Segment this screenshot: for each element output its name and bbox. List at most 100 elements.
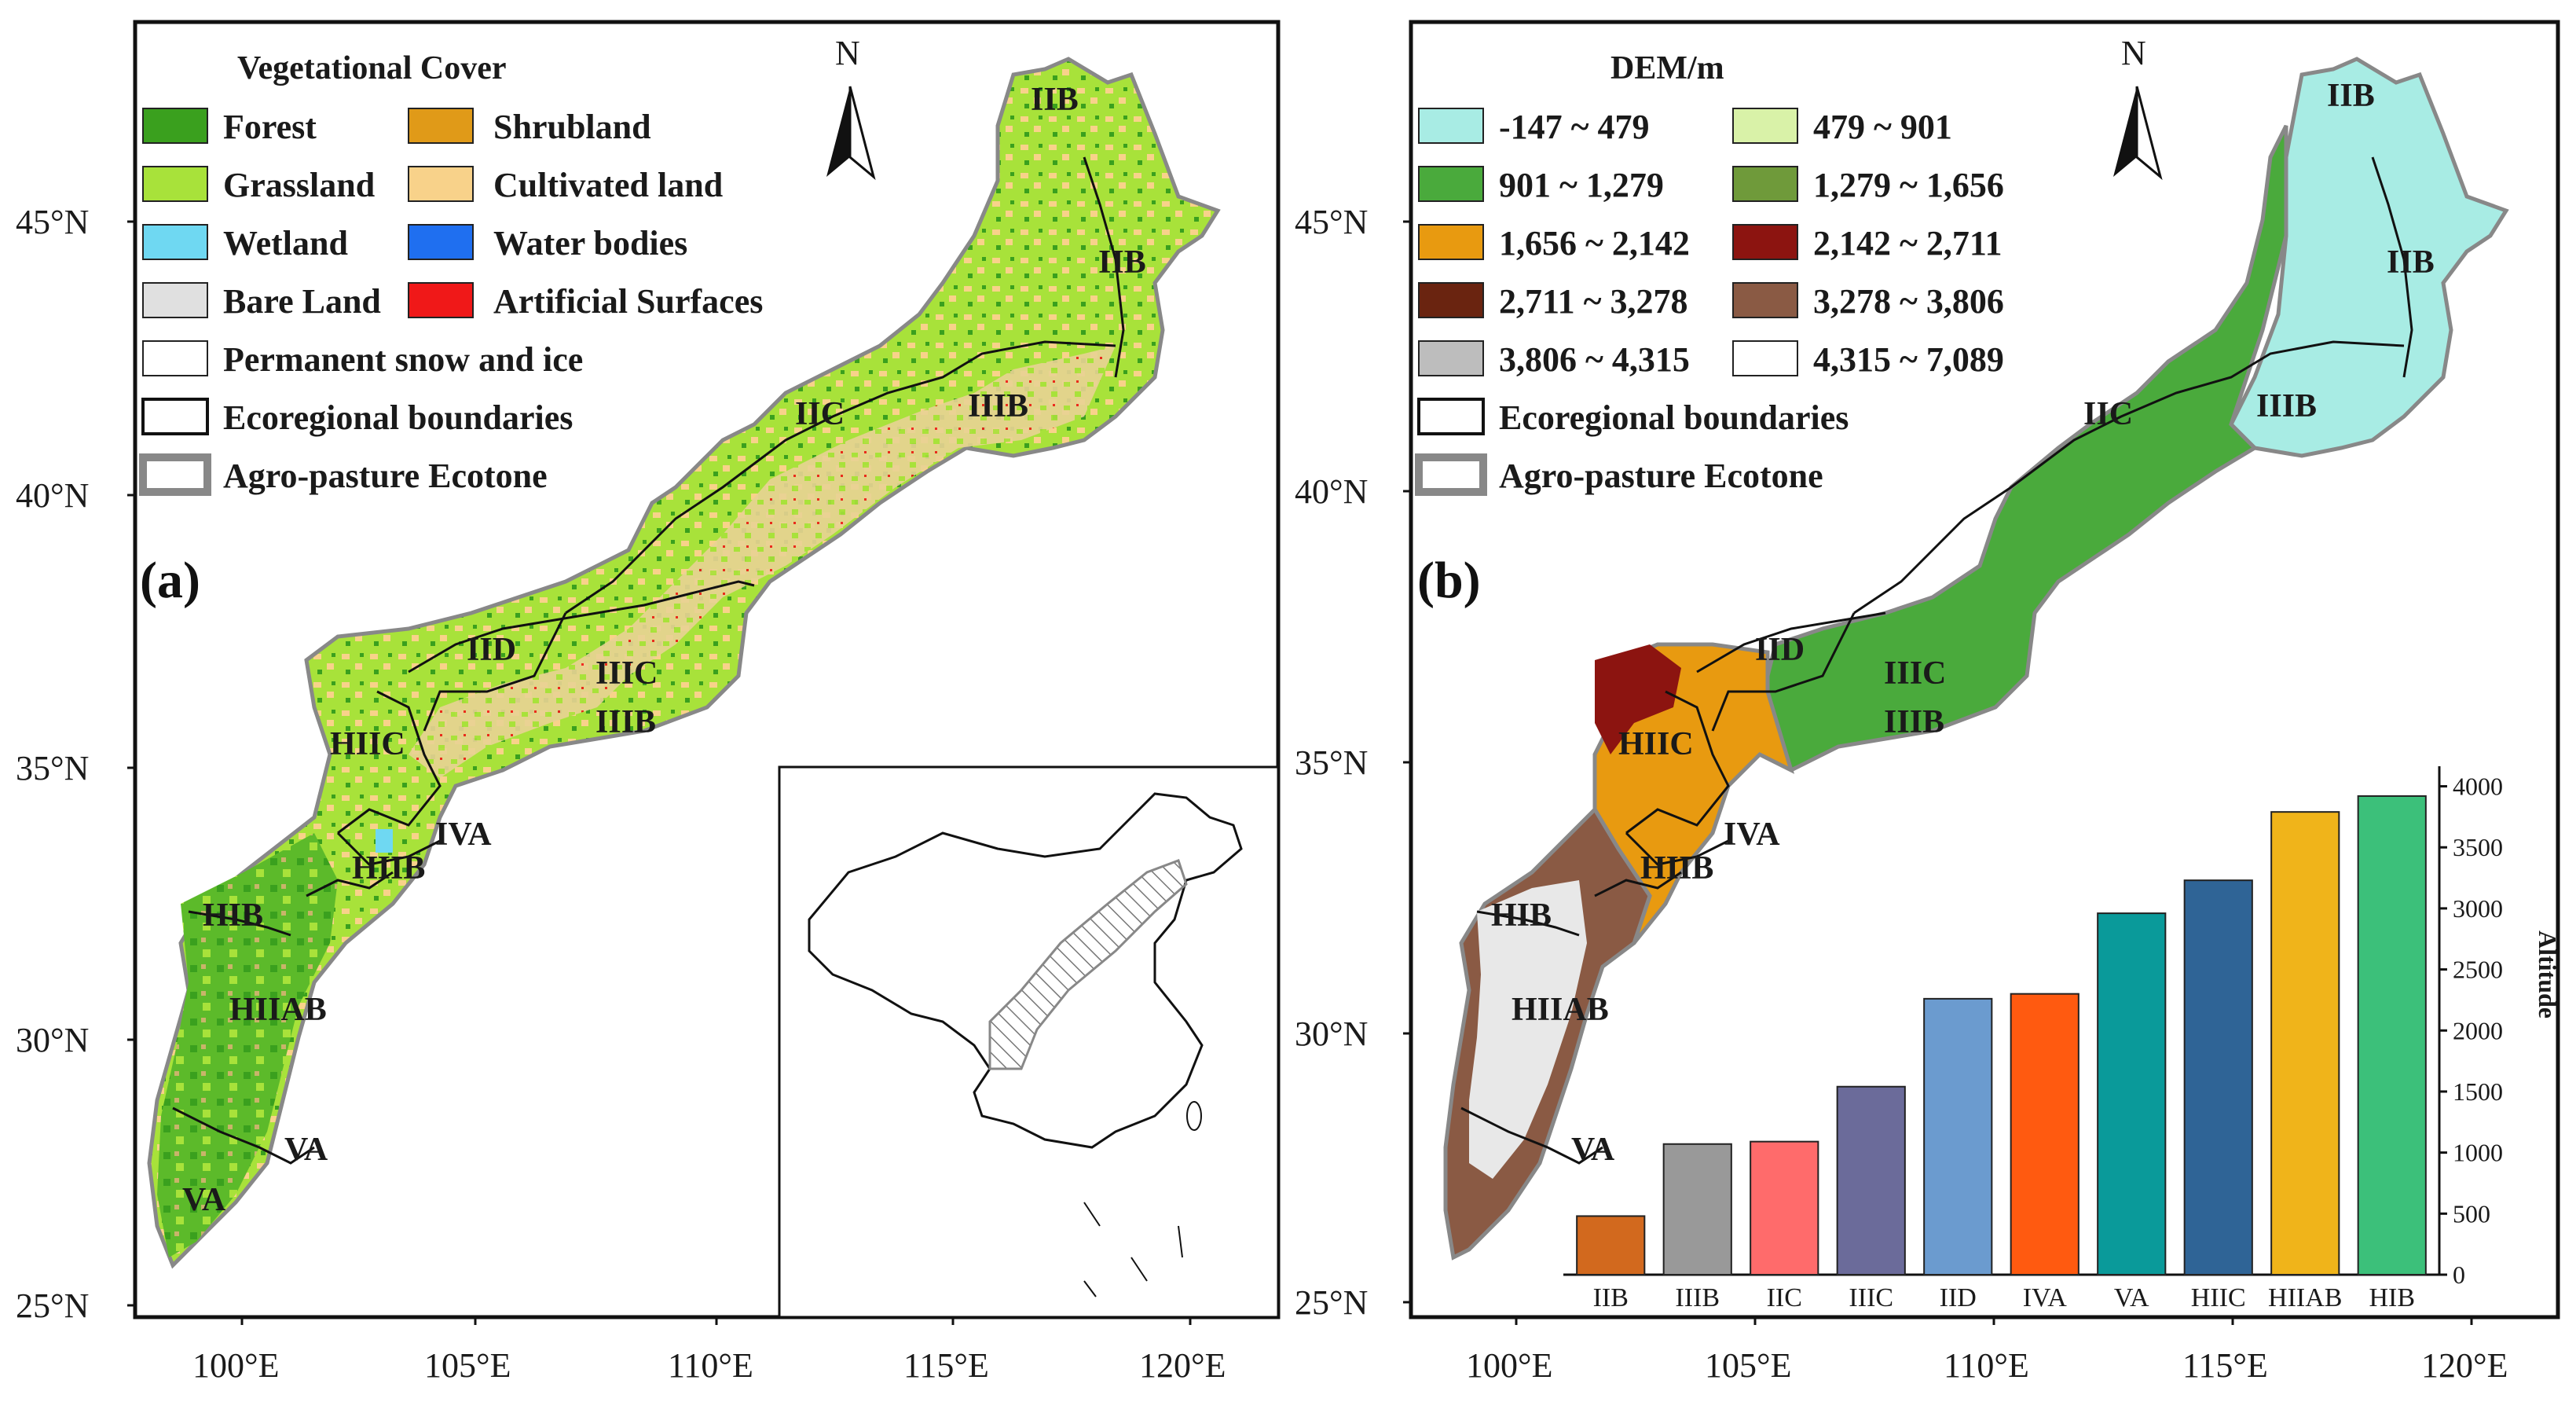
- legend-swatch: [408, 108, 474, 144]
- region-label: IIB: [1098, 244, 1146, 281]
- wetland-patch-a: [376, 829, 393, 853]
- lat-label: 40°N: [1295, 472, 1368, 511]
- bar-iiic: [1836, 1085, 1906, 1275]
- cultivated-belt-a: [409, 346, 1116, 778]
- bar-va: [2097, 912, 2167, 1275]
- lon-label: 120°E: [1139, 1346, 1226, 1385]
- region-label: IIC: [2083, 396, 2133, 432]
- legend-swatch: [408, 166, 474, 202]
- lon-label: 110°E: [668, 1346, 753, 1385]
- lon-label: 105°E: [1705, 1346, 1791, 1385]
- region-label: HIIB: [1640, 850, 1713, 886]
- north-arrow-icon: N: [2113, 34, 2163, 181]
- panel-label: (b): [1417, 552, 1481, 609]
- legend-item: Wetland: [142, 224, 348, 262]
- ecoregion-boundaries-b: [1460, 156, 2413, 1165]
- legend-swatch: [1732, 108, 1798, 144]
- bar-category-label: VA: [2114, 1283, 2149, 1312]
- legend-label: Wetland: [223, 224, 348, 262]
- legend-title: Vegetational Cover: [237, 50, 507, 86]
- legend-swatch: [1418, 282, 1484, 318]
- region-label: HIB: [203, 897, 263, 934]
- legend-item: 4,315 ~ 7,089: [1732, 340, 2004, 379]
- legend-label: Artificial Surfaces: [493, 282, 763, 321]
- bar-iic: [1750, 1140, 1819, 1276]
- region-label: HIIAB: [1512, 992, 1609, 1028]
- lat-axis-a: 45°N 40°N 35°N 30°N 25°N: [16, 203, 135, 1325]
- lon-label: 110°E: [1944, 1346, 2029, 1385]
- region-label: IIIB: [1884, 704, 1944, 740]
- y-tick-label: 4000: [2453, 773, 2503, 801]
- legend-label: Agro-pasture Ecotone: [223, 457, 548, 495]
- y-tick-label: 2500: [2453, 956, 2503, 984]
- lon-label: 105°E: [424, 1346, 511, 1385]
- legend-item: 2,711 ~ 3,278: [1418, 282, 1687, 321]
- lat-label: 30°N: [1295, 1015, 1368, 1053]
- region-label: IIB: [1031, 82, 1079, 118]
- region-label: VA: [182, 1182, 226, 1218]
- legend-swatch: [408, 282, 474, 318]
- region-label: IVA: [1724, 817, 1780, 853]
- region-label: HIIC: [1618, 726, 1694, 762]
- inset-ecotone: [988, 859, 1188, 1070]
- legend-item: Shrubland: [408, 108, 651, 146]
- legend-b: DEM/m -147 ~ 479 479 ~ 901 901 ~ 1,279 1…: [1415, 50, 2004, 496]
- bar-category-label: IIIB: [1675, 1283, 1720, 1312]
- region-label: HIIB: [352, 850, 425, 886]
- lon-label: 100°E: [1466, 1346, 1552, 1385]
- legend-label: Water bodies: [493, 224, 687, 262]
- bar-category-label: IIC: [1767, 1283, 1802, 1312]
- legend-label: 3,806 ~ 4,315: [1499, 340, 1690, 379]
- dem-lowland: [2228, 57, 2509, 458]
- panel-a: IIB IIB IIC IIIB IID IIIC IIIB HIIC IVA …: [16, 20, 1281, 1385]
- y-tick-label: 1500: [2453, 1077, 2503, 1106]
- lon-label: 115°E: [903, 1346, 989, 1385]
- legend-swatch: [1732, 224, 1798, 260]
- legend-swatch: [1418, 166, 1484, 202]
- lat-label: 35°N: [16, 749, 89, 787]
- region-label: IVA: [435, 817, 492, 853]
- bar-category-label: HIB: [2369, 1283, 2415, 1312]
- bar-category-label: IID: [1940, 1283, 1977, 1312]
- legend-item: Water bodies: [408, 224, 687, 262]
- legend-label: Forest: [223, 108, 317, 146]
- legend-swatch: [408, 224, 474, 260]
- bar-category-label: IIIC: [1849, 1283, 1893, 1312]
- legend-swatch: [142, 224, 208, 260]
- region-label: IIB: [2327, 78, 2375, 114]
- legend-item: Cultivated land: [408, 166, 723, 204]
- legend-swatch: [1418, 340, 1484, 376]
- vegetation-map: IIB IIB IIC IIIB IID IIIC IIIB HIIC IVA …: [147, 57, 1221, 1269]
- region-label: IIIB: [595, 704, 656, 740]
- region-label: IIIC: [1884, 655, 1946, 692]
- legend-a: Vegetational Cover Forest Shrubland Gras…: [139, 50, 763, 496]
- north-arrow-icon: N: [826, 34, 876, 181]
- y-tick-label: 500: [2453, 1199, 2490, 1228]
- bar-hib: [2357, 795, 2427, 1275]
- legend-item: 2,142 ~ 2,711: [1732, 224, 2002, 262]
- region-label: VA: [284, 1132, 328, 1168]
- legend-item: 1,656 ~ 2,142: [1418, 224, 1690, 262]
- legend-item-boundary: Ecoregional boundaries: [141, 398, 573, 437]
- dem-snow: [1469, 880, 1587, 1179]
- legend-item: Bare Land: [142, 282, 381, 321]
- y-tick-label: 3000: [2453, 894, 2503, 923]
- bar-hiic: [2183, 879, 2253, 1276]
- y-tick-label: 2000: [2453, 1016, 2503, 1044]
- y-tick-label: 3500: [2453, 833, 2503, 861]
- bar-category-label: HIIC: [2191, 1283, 2246, 1312]
- legend-swatch: [1417, 398, 1485, 435]
- lat-label: 25°N: [16, 1286, 89, 1325]
- y-tick-label: 1000: [2453, 1139, 2503, 1167]
- lat-label: 45°N: [1295, 203, 1368, 241]
- region-label: IIIB: [968, 388, 1028, 424]
- legend-label: 3,278 ~ 3,806: [1813, 282, 2004, 321]
- legend-swatch: [142, 282, 208, 318]
- region-label: IIIC: [595, 655, 658, 692]
- legend-label: Shrubland: [493, 108, 651, 146]
- legend-swatch: [1732, 282, 1798, 318]
- chart-y-label: Altitude: [2534, 930, 2562, 1018]
- legend-label: 2,142 ~ 2,711: [1813, 224, 2002, 262]
- region-label: HIIAB: [229, 992, 327, 1028]
- legend-item: 3,278 ~ 3,806: [1732, 282, 2004, 321]
